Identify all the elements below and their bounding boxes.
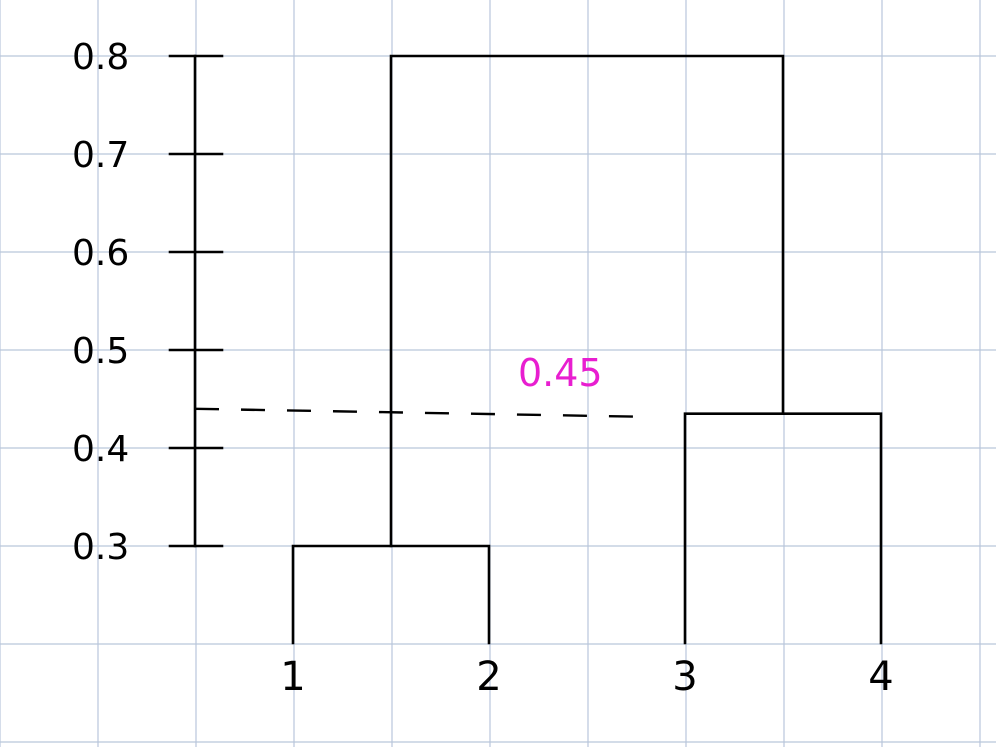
cut-threshold-dashed-line xyxy=(194,407,646,418)
y-axis-tick-label: 0.4 xyxy=(72,429,129,470)
y-axis-tick-label: 0.5 xyxy=(72,331,129,372)
leaf-label-1: 1 xyxy=(280,654,305,700)
merge-branch-1-2-3-4 xyxy=(389,54,785,548)
leaf-labels: 1 2 3 4 xyxy=(280,654,893,700)
leaf-label-2: 2 xyxy=(476,654,501,700)
y-axis-tick-label: 0.8 xyxy=(72,37,129,78)
y-axis-tick-label: 0.6 xyxy=(72,233,129,274)
y-axis-tick-label: 0.3 xyxy=(72,527,129,568)
leaf-label-3: 3 xyxy=(672,654,697,700)
cut-threshold-label: 0.45 xyxy=(518,351,603,395)
y-axis-tick-label: 0.7 xyxy=(72,135,129,176)
merge-branch-1-2 xyxy=(291,544,491,645)
leaf-label-4: 4 xyxy=(868,654,893,700)
dendrogram-branches xyxy=(291,54,883,645)
y-axis-ticks: 0.8 0.7 0.6 0.5 0.4 0.3 xyxy=(72,37,224,568)
